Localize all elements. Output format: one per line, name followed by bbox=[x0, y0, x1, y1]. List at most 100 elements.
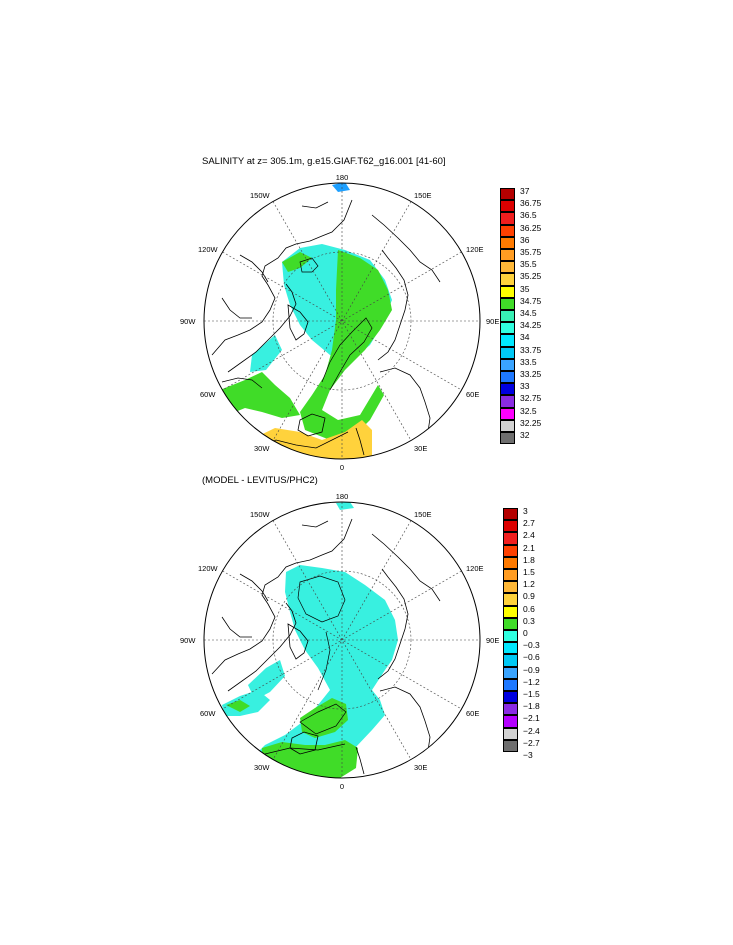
map1-label-120w: 120W bbox=[198, 245, 219, 254]
salinity-colorbar-tick-label: 37 bbox=[520, 186, 530, 196]
map2-label-180: 180 bbox=[336, 492, 349, 501]
diff-field-green-labrador bbox=[226, 700, 250, 712]
salinity-field-cyan-canada bbox=[250, 335, 282, 372]
map1-label-30e: 30E bbox=[414, 444, 427, 453]
difference-colorbar-swatch bbox=[503, 727, 518, 740]
salinity-colorbar-swatch bbox=[500, 395, 515, 408]
salinity-colorbar-tick-label: 33.25 bbox=[520, 369, 542, 379]
difference-colorbar-tick-label: 0.6 bbox=[523, 603, 535, 614]
map2-graticule bbox=[204, 502, 480, 778]
difference-colorbar-tick-label: −1.8 bbox=[523, 701, 540, 712]
salinity-colorbar-swatch bbox=[500, 285, 515, 298]
coastlines-2 bbox=[211, 518, 441, 775]
difference-map: 180 0 90W 90E 150W 150E 120W 120E 60W 60… bbox=[180, 492, 499, 791]
difference-colorbar-tick-label: 2.7 bbox=[523, 518, 535, 529]
difference-colorbar-swatch bbox=[503, 691, 518, 704]
map2-label-120e: 120E bbox=[466, 564, 484, 573]
diff-field-cyan bbox=[250, 565, 398, 775]
salinity-field-green-barents bbox=[282, 252, 312, 272]
difference-colorbar-swatch bbox=[503, 703, 518, 716]
map2-label-60e: 60E bbox=[466, 709, 479, 718]
salinity-colorbar-swatch bbox=[500, 310, 515, 323]
salinity-colorbar-swatch bbox=[500, 334, 515, 347]
map2-label-150w: 150W bbox=[250, 510, 271, 519]
difference-colorbar-swatch bbox=[503, 556, 518, 569]
salinity-colorbar-swatch bbox=[500, 188, 515, 201]
salinity-colorbar-tick-label: 32.5 bbox=[520, 405, 537, 416]
map2-label-30e: 30E bbox=[414, 763, 427, 772]
map1-graticule bbox=[204, 183, 480, 459]
map1-label-30w: 30W bbox=[254, 444, 270, 453]
map2-boundary bbox=[203, 501, 481, 779]
difference-colorbar-swatch bbox=[503, 544, 518, 557]
difference-colorbar-swatch bbox=[503, 532, 518, 545]
difference-colorbar-tick-label: 2.1 bbox=[523, 542, 535, 553]
difference-contours bbox=[264, 575, 347, 755]
difference-colorbar-tick-label: 0 bbox=[523, 628, 528, 638]
salinity-colorbar-swatch bbox=[500, 432, 515, 445]
salinity-colorbar-swatch bbox=[500, 419, 515, 432]
difference-colorbar-tick-label: −1.5 bbox=[523, 689, 540, 699]
map1-label-90e: 90E bbox=[486, 317, 499, 326]
difference-colorbar-tick-label: −0.6 bbox=[523, 652, 540, 663]
difference-colorbar-swatch bbox=[503, 678, 518, 691]
difference-colorbar-tick-label: −0.9 bbox=[523, 664, 540, 675]
difference-colorbar-tick-label: 3 bbox=[523, 506, 528, 516]
salinity-colorbar-tick-label: 33.5 bbox=[520, 356, 537, 367]
difference-colorbar-tick-label: 0.9 bbox=[523, 591, 535, 602]
salinity-colorbar-tick-label: 36.5 bbox=[520, 210, 537, 221]
salinity-map: 180 0 90W 90E 150W 150E 120W 120E 60W 60… bbox=[180, 173, 499, 472]
salinity-colorbar-swatch bbox=[500, 346, 515, 359]
difference-colorbar-tick-label: 0.3 bbox=[523, 615, 535, 626]
salinity-colorbar-tick-label: 32.75 bbox=[520, 393, 542, 404]
difference-colorbar-tick-label: −0.3 bbox=[523, 640, 540, 651]
salinity-colorbar-tick-label: 34 bbox=[520, 332, 530, 343]
salinity-colorbar-tick-label: 36 bbox=[520, 234, 530, 245]
salinity-field-blue-top bbox=[332, 183, 350, 192]
salinity-colorbar-swatch bbox=[500, 236, 515, 249]
map2-label-90e: 90E bbox=[486, 636, 499, 645]
difference-colorbar-swatch bbox=[503, 605, 518, 618]
salinity-colorbar-swatch bbox=[500, 273, 515, 286]
salinity-colorbar-tick-label: 34.5 bbox=[520, 308, 537, 318]
diff-field-cyan-top bbox=[336, 502, 354, 510]
map2-label-60w: 60W bbox=[200, 709, 216, 718]
salinity-colorbar-swatch bbox=[500, 224, 515, 237]
map1-label-0: 0 bbox=[340, 463, 344, 472]
map2-label-30w: 30W bbox=[254, 763, 270, 772]
diff-field-cyan-hudson bbox=[222, 690, 270, 716]
salinity-colorbar-swatch bbox=[500, 407, 515, 420]
map1-label-150w: 150W bbox=[250, 191, 271, 200]
difference-colorbar-swatch bbox=[503, 642, 518, 655]
salinity-field-green-east bbox=[300, 250, 392, 440]
salinity-colorbar-tick-label: 33 bbox=[520, 381, 530, 392]
map2-label-90w: 90W bbox=[180, 636, 196, 645]
diff-field-cyan-canada bbox=[248, 660, 285, 700]
map1-label-90w: 90W bbox=[180, 317, 196, 326]
panel2-title: (MODEL - LEVITUS/PHC2) bbox=[202, 475, 318, 486]
difference-colorbar-tick-label: 2.4 bbox=[523, 530, 535, 541]
salinity-colorbar-swatch bbox=[500, 212, 515, 225]
difference-colorbar-swatch bbox=[503, 630, 518, 643]
difference-colorbar-tick-label: −2.7 bbox=[523, 737, 540, 748]
salinity-colorbar-swatch bbox=[500, 383, 515, 396]
map1-label-60w: 60W bbox=[200, 390, 216, 399]
salinity-colorbar-tick-label: 33.75 bbox=[520, 344, 542, 355]
difference-colorbar-swatch bbox=[503, 508, 518, 521]
panel1-title: SALINITY at z= 305.1m, g.e15.GIAF.T62_g1… bbox=[202, 156, 446, 167]
salinity-colorbar-swatch bbox=[500, 358, 515, 371]
salinity-colorbar-tick-label: 35.25 bbox=[520, 271, 542, 282]
difference-colorbar-swatch bbox=[503, 617, 518, 630]
difference-colorbar-tick-label: −2.1 bbox=[523, 713, 540, 724]
difference-colorbar-tick-label: −2.4 bbox=[523, 725, 540, 736]
map1-label-150e: 150E bbox=[414, 191, 432, 200]
salinity-colorbar-tick-label: 32 bbox=[520, 430, 530, 440]
salinity-colorbar-tick-label: 34.25 bbox=[520, 320, 542, 331]
salinity-colorbar-tick-label: 35 bbox=[520, 283, 530, 294]
salinity-colorbar-swatch bbox=[500, 261, 515, 274]
salinity-colorbar-swatch bbox=[500, 297, 515, 310]
difference-colorbar-swatch bbox=[503, 666, 518, 679]
salinity-field-green-labrador bbox=[220, 372, 300, 418]
salinity-colorbar-swatch bbox=[500, 371, 515, 384]
